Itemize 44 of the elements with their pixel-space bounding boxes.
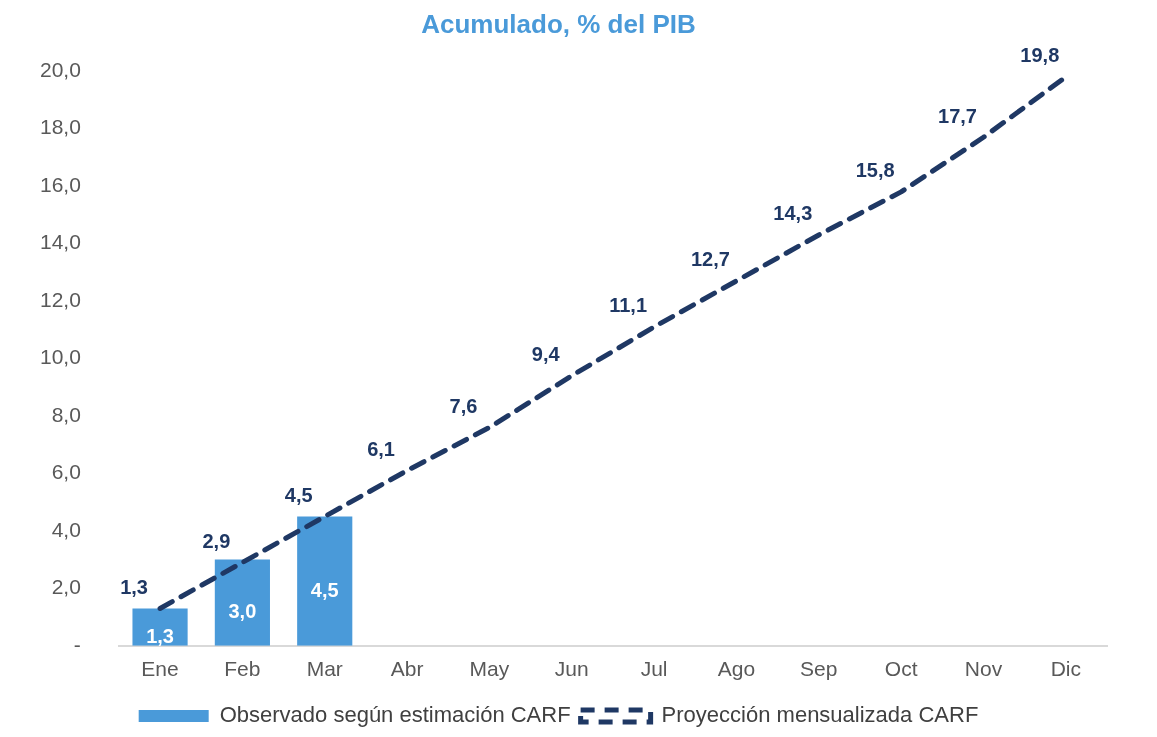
data-label: 11,1 (609, 294, 648, 317)
x-tick-label: Mar (306, 657, 343, 681)
data-label: 15,8 (855, 159, 895, 182)
data-label: 4,5 (284, 484, 313, 507)
data-label: 19,8 (1020, 44, 1060, 67)
y-tick-label: - (73, 632, 81, 656)
x-tick-label: Nov (964, 657, 1003, 681)
x-tick-label: Feb (224, 657, 261, 681)
data-label: 12,7 (690, 248, 730, 271)
x-tick-label: Oct (884, 657, 918, 681)
x-tick-label: May (469, 657, 510, 681)
x-tick-label: Abr (390, 657, 424, 681)
y-tick-label: 2,0 (51, 575, 81, 599)
legend-label: Observado según estimación CARF (219, 702, 571, 728)
x-tick-label: Ago (717, 657, 756, 681)
data-label: 17,7 (938, 104, 977, 127)
x-tick-label: Jul (640, 657, 668, 681)
x-tick-label: Jun (554, 657, 589, 681)
x-tick-label: Ene (141, 657, 179, 681)
data-label: 6,1 (367, 438, 395, 461)
data-label: 9,4 (531, 343, 561, 366)
x-tick-label: Dic (1050, 657, 1081, 681)
y-tick-label: 8,0 (51, 402, 81, 426)
bar (132, 608, 188, 646)
data-label: 7,6 (449, 394, 478, 417)
data-label: 3,0 (228, 600, 257, 623)
y-tick-label: 14,0 (40, 230, 81, 254)
y-tick-label: 6,0 (51, 460, 81, 484)
y-tick-label: 10,0 (40, 345, 81, 369)
data-label: 4,5 (310, 578, 339, 601)
y-tick-label: 20,0 (40, 58, 81, 81)
chart-title: Acumulado, % del PIB (421, 8, 696, 39)
y-tick-label: 12,0 (40, 287, 81, 311)
y-tick-label: 18,0 (40, 115, 81, 139)
data-label: 14,3 (773, 202, 813, 225)
bar (297, 516, 353, 646)
y-tick-label: 4,0 (51, 517, 81, 541)
x-tick-label: Sep (800, 657, 838, 681)
legend-label: Proyección mensualizada CARF (661, 702, 979, 728)
data-label: 2,9 (202, 530, 231, 552)
y-tick-label: 16,0 (40, 172, 81, 196)
bar (214, 559, 270, 646)
data-label: 1,3 (120, 575, 148, 598)
data-label: 1,3 (146, 624, 174, 647)
